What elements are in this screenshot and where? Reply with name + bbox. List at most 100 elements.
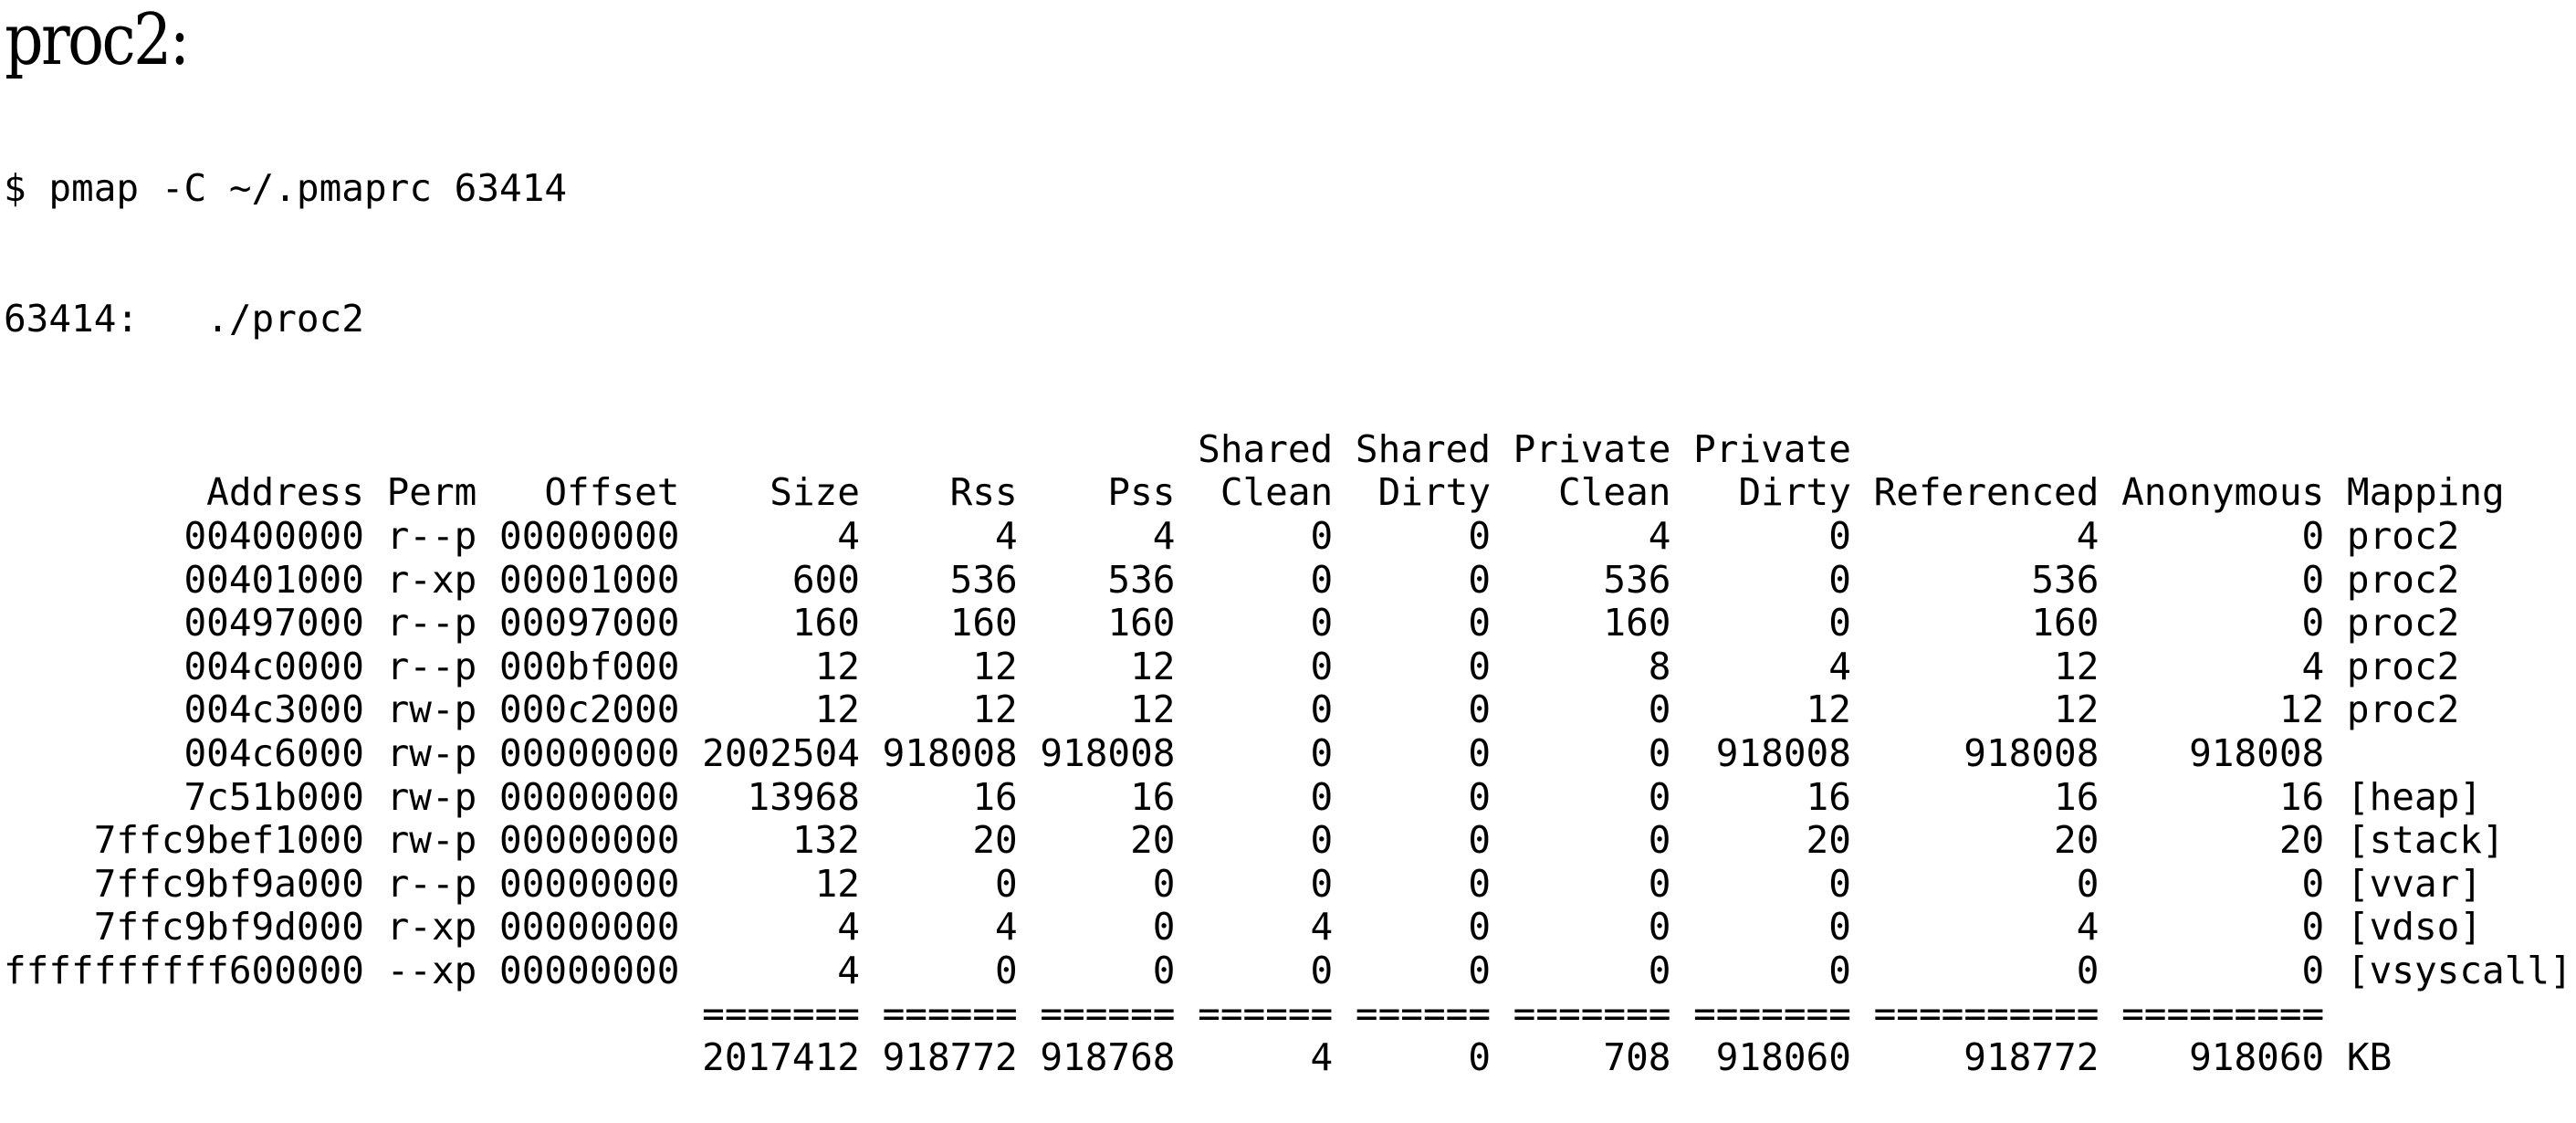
cell-referenced: 12 [2054,644,2100,688]
cell-rss: 12 [972,687,1018,732]
cell-pss: 160 [1107,601,1176,645]
cell-mapping: proc2 [2346,601,2460,645]
command-line: $ pmap -C ~/.pmaprc 63414 [4,166,568,211]
cell-private-dirty: 0 [1828,905,1851,950]
cell-private-clean: 0 [1648,818,1671,863]
cell-referenced: 12 [2054,687,2100,732]
cell-referenced: ========== [1873,992,2100,1036]
cell-offset: 00000000 [499,774,680,819]
cell-private-dirty: Private [1693,426,1851,471]
cell-private-clean: ======= [1513,992,1671,1036]
cell-rss: 12 [972,644,1018,688]
cell-offset: 00000000 [499,905,680,950]
table-header: Address Perm Offset Size Rss Pss Clean Dirty Cle… [4,471,2576,515]
cell-address: 00401000 [183,557,364,602]
cell-anonymous: 0 [2301,513,2325,558]
cell-anonymous: 20 [2278,818,2325,863]
cell-mapping: proc2 [2346,513,2460,558]
cell-shared-dirty: 0 [1468,644,1491,688]
cell-size: 160 [791,601,860,645]
cell-size: Size [770,470,860,515]
cell-private-dirty: 918008 [1715,730,1851,775]
cell-perm: rw-p [386,774,477,819]
cell-shared-clean: Shared [1198,426,1334,471]
table-row: 7ffc9bef1000 rw-p 00000000 132 20 20 0 0 0 20 20 20… [4,818,2576,863]
cell-private-dirty: 0 [1828,557,1851,602]
cell-mapping: proc2 [2346,557,2460,602]
cell-rss: 0 [995,948,1018,992]
cell-perm: --xp [386,948,477,992]
cell-mapping: [vdso] [2346,905,2483,950]
cell-address: 7ffc9bf9d000 [93,905,364,950]
cell-address: 7ffc9bef1000 [93,818,364,863]
cell-anonymous: 0 [2301,601,2325,645]
cell-size: 12 [814,644,860,688]
cell-size: ======= [702,992,860,1036]
cell-shared-dirty: 0 [1468,601,1491,645]
table-row: 004c0000 r--p 000bf000 12 12 12 0 0 8 4 12 4 proc2 [4,645,2576,689]
cell-referenced: 918772 [1963,1035,2100,1080]
cell-shared-clean: 0 [1310,601,1334,645]
cell-shared-clean: ====== [1198,992,1334,1036]
cell-shared-clean: 0 [1310,687,1334,732]
cell-offset: Offset [544,470,680,515]
cell-offset: 000bf000 [499,644,680,688]
table-row: 00497000 r--p 00097000 160 160 160 0 0 160 0 160 0 p… [4,602,2576,645]
cell-size: 2002504 [702,730,860,775]
cell-shared-dirty: Dirty [1377,470,1491,515]
cell-shared-clean: 0 [1310,861,1334,906]
cell-referenced: 4 [2076,905,2100,950]
cell-pss: 16 [1130,774,1176,819]
cell-mapping: proc2 [2346,687,2460,732]
cell-offset: 00000000 [499,513,680,558]
cell-pss: 918008 [1040,730,1176,775]
cell-address: 7c51b000 [183,774,364,819]
cell-offset: 000c2000 [499,687,680,732]
cell-shared-dirty: 0 [1468,905,1491,950]
cell-anonymous: 12 [2278,687,2325,732]
cell-rss: 918008 [882,730,1018,775]
cell-size: 600 [791,557,860,602]
cell-private-clean: 8 [1648,644,1671,688]
cell-size: 4 [837,905,860,950]
cell-shared-dirty: 0 [1468,818,1491,863]
cell-anonymous: 0 [2301,861,2325,906]
table-row: ffffffffff600000 --xp 00000000 4 0 0 0 0 0 0 0 0 [vs… [4,948,2576,993]
cell-offset: 00001000 [499,557,680,602]
cell-shared-clean: 0 [1310,818,1334,863]
table-separator: ======= ====== ====== ====== ====== ======= ==… [4,992,2576,1036]
cell-private-clean: 160 [1603,601,1671,645]
cell-perm: rw-p [386,730,477,775]
cell-shared-dirty: ====== [1355,992,1492,1036]
table-row: 7ffc9bf9d000 r-xp 00000000 4 4 0 4 0 0 0 4 0 [vdso] [4,906,2576,950]
cell-shared-clean: Clean [1220,470,1334,515]
cell-shared-clean: 0 [1310,948,1334,992]
cell-private-dirty: 918060 [1715,1035,1851,1080]
cell-shared-dirty: 0 [1468,513,1491,558]
cell-pss: 536 [1107,557,1176,602]
cell-shared-clean: 0 [1310,730,1334,775]
cell-perm: r--p [386,644,477,688]
cell-private-clean: 0 [1648,774,1671,819]
cell-perm: r--p [386,861,477,906]
table-row: 004c3000 rw-p 000c2000 12 12 12 0 0 0 12 12 12 proc2 [4,688,2576,732]
cell-anonymous: ========= [2121,992,2325,1036]
cell-shared-dirty: Shared [1355,426,1492,471]
cell-referenced: 0 [2076,861,2100,906]
cell-perm: rw-p [386,687,477,732]
cell-private-clean: 0 [1648,905,1671,950]
cell-address: 004c0000 [183,644,364,688]
cell-rss: 918772 [882,1035,1018,1080]
cell-private-dirty: 4 [1828,644,1851,688]
cell-anonymous: 0 [2301,948,2325,992]
cell-size: 12 [814,861,860,906]
cell-private-dirty: 0 [1828,861,1851,906]
cell-rss: 20 [972,818,1018,863]
cell-address: 00497000 [183,601,364,645]
cell-size: 13968 [747,774,860,819]
cell-address: 00400000 [183,513,364,558]
cell-shared-dirty: 0 [1468,774,1491,819]
cell-mapping: KB [2346,1035,2393,1080]
cell-private-clean: Clean [1558,470,1671,515]
cell-size: 12 [814,687,860,732]
